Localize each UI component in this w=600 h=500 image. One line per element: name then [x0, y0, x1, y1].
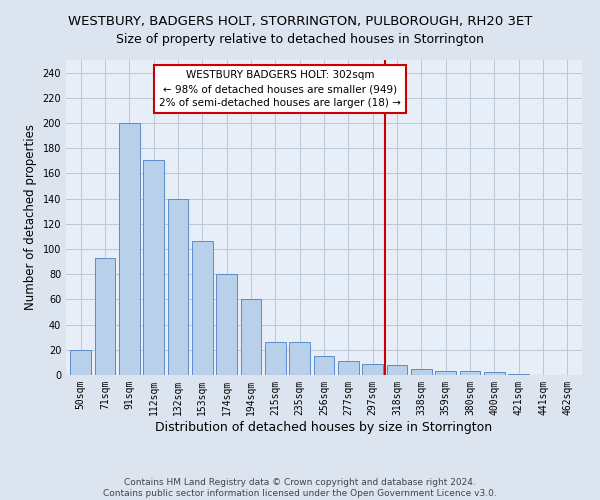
Bar [338, 361, 359, 375]
Bar [460, 371, 481, 375]
Text: Contains HM Land Registry data © Crown copyright and database right 2024.
Contai: Contains HM Land Registry data © Crown c… [103, 478, 497, 498]
Text: WESTBURY, BADGERS HOLT, STORRINGTON, PULBOROUGH, RH20 3ET: WESTBURY, BADGERS HOLT, STORRINGTON, PUL… [68, 15, 532, 28]
Bar [484, 372, 505, 375]
Bar [241, 300, 262, 375]
Bar [119, 123, 140, 375]
X-axis label: Distribution of detached houses by size in Storrington: Distribution of detached houses by size … [155, 420, 493, 434]
Bar [362, 364, 383, 375]
Bar [265, 342, 286, 375]
Bar [143, 160, 164, 375]
Bar [289, 342, 310, 375]
Bar [314, 356, 334, 375]
Bar [192, 242, 212, 375]
Text: Size of property relative to detached houses in Storrington: Size of property relative to detached ho… [116, 32, 484, 46]
Bar [508, 374, 529, 375]
Bar [70, 350, 91, 375]
Y-axis label: Number of detached properties: Number of detached properties [24, 124, 37, 310]
Bar [95, 258, 115, 375]
Bar [386, 365, 407, 375]
Bar [167, 198, 188, 375]
Bar [411, 368, 432, 375]
Bar [436, 371, 456, 375]
Bar [216, 274, 237, 375]
Text: WESTBURY BADGERS HOLT: 302sqm
← 98% of detached houses are smaller (949)
2% of s: WESTBURY BADGERS HOLT: 302sqm ← 98% of d… [159, 70, 401, 108]
